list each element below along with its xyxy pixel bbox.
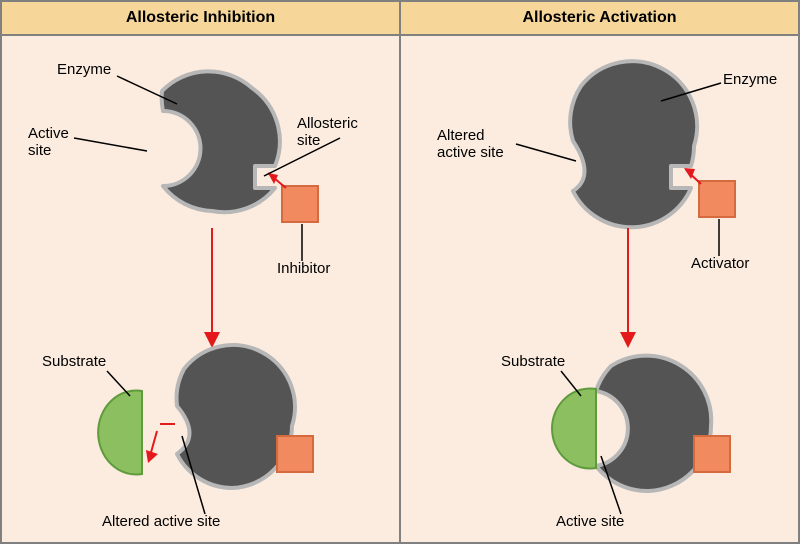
panel-activation: Enzyme Altered active site Activator Sub… [401, 36, 798, 542]
enzyme-top-activation [570, 61, 697, 227]
panel-inhibition: Enzyme Active site Allosteric site Inhib… [2, 36, 401, 542]
enzyme-top-inhibition [162, 71, 280, 212]
arrow-substrate-rejected [146, 424, 175, 463]
arrow-activator-to-site [684, 168, 701, 184]
inhibitor-bottom [277, 436, 313, 472]
label-substrate-right: Substrate [501, 354, 565, 371]
header-activation-text: Allosteric Activation [522, 9, 676, 27]
arrow-transition-right [620, 228, 636, 348]
label-activator: Activator [691, 256, 749, 273]
label-active-site-right: Active site [556, 514, 624, 531]
substrate-inhibition [98, 391, 142, 475]
inhibition-svg [2, 36, 399, 542]
header-inhibition-text: Allosteric Inhibition [126, 9, 275, 27]
diagram-container: Allosteric Inhibition Allosteric Activat… [0, 0, 800, 544]
activator-bottom [694, 436, 730, 472]
header-activation: Allosteric Activation [401, 2, 798, 34]
label-substrate-left: Substrate [42, 354, 106, 371]
label-enzyme-right: Enzyme [723, 72, 777, 89]
activation-svg [401, 36, 798, 542]
substrate-activation [552, 389, 596, 469]
label-inhibitor: Inhibitor [277, 261, 330, 278]
label-altered-site-right: Altered active site [437, 128, 504, 161]
label-active-site-left: Active site [28, 126, 69, 159]
inhibitor-top [282, 186, 318, 222]
arrow-transition-left [204, 228, 220, 348]
activator-top [699, 181, 735, 217]
label-allosteric-site: Allosteric site [297, 116, 358, 149]
label-altered-site-left: Altered active site [102, 514, 220, 531]
header-row: Allosteric Inhibition Allosteric Activat… [2, 2, 798, 36]
header-inhibition: Allosteric Inhibition [2, 2, 401, 34]
label-enzyme-left: Enzyme [57, 62, 111, 79]
panels-row: Enzyme Active site Allosteric site Inhib… [2, 36, 798, 542]
arrow-inhibitor-to-site [268, 173, 286, 188]
